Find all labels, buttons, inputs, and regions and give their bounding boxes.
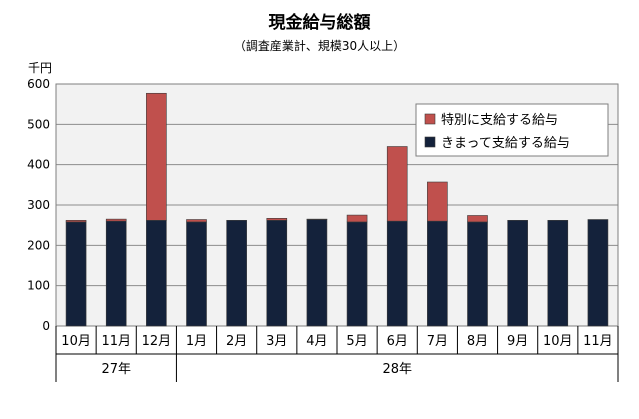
bar-special-pay: [346, 214, 368, 223]
y-tick-label: 200: [27, 238, 50, 252]
x-tick-label: 10月: [61, 334, 91, 349]
legend-box: [415, 103, 609, 157]
x-tick-label: 3月: [266, 334, 287, 349]
bar-special-pay: [186, 219, 207, 223]
bar-special-pay: [105, 218, 127, 222]
bar-special-pay: [146, 92, 167, 221]
x-tick-label: 4月: [306, 334, 327, 349]
bar-regular-pay: [346, 221, 368, 327]
x-tick-label: 2月: [226, 334, 247, 349]
x-tick-label: 6月: [387, 334, 408, 349]
bar-special-pay: [65, 220, 87, 223]
x-tick-label: 9月: [507, 334, 528, 349]
bar-regular-pay: [105, 220, 127, 327]
bar-special-pay: [427, 181, 448, 222]
bar-regular-pay: [547, 220, 569, 327]
bar-regular-pay: [467, 221, 488, 327]
bar-regular-pay: [146, 220, 167, 327]
x-tick-label: 12月: [142, 334, 172, 349]
bar-regular-pay: [65, 221, 87, 327]
legend-swatch: [424, 113, 436, 125]
bar-regular-pay: [266, 220, 288, 327]
year-group-label: 28年: [382, 362, 412, 377]
x-tick-label: 10月: [543, 334, 573, 349]
bar-regular-pay: [386, 220, 408, 327]
chart-title: 現金給与総額: [268, 13, 371, 33]
y-tick-label: 100: [27, 279, 50, 293]
x-tick-label: 11月: [583, 334, 613, 349]
y-tick-label: 600: [27, 77, 50, 91]
y-tick-label: 400: [27, 158, 50, 172]
x-tick-label: 8月: [467, 334, 488, 349]
x-tick-label: 11月: [101, 334, 131, 349]
legend-label: 特別に支給する給与: [441, 113, 558, 128]
legend-swatch: [424, 136, 436, 148]
x-tick-label: 1月: [186, 334, 207, 349]
bar-regular-pay: [226, 220, 247, 327]
bar-special-pay: [467, 215, 488, 223]
x-tick-label: 5月: [346, 334, 367, 349]
bar-regular-pay: [427, 220, 448, 327]
legend-label: きまって支給する給与: [441, 136, 570, 151]
x-tick-label: 7月: [427, 334, 448, 349]
bar-special-pay: [386, 146, 408, 222]
bar-regular-pay: [587, 219, 609, 327]
y-tick-label: 500: [27, 117, 50, 131]
bar-special-pay: [266, 218, 288, 221]
y-tick-label: 300: [27, 198, 50, 212]
year-group-label: 27年: [101, 362, 131, 377]
bar-regular-pay: [186, 221, 207, 327]
chart-subtitle: （調査産業計、規模30人以上）: [233, 39, 406, 53]
y-tick-label: 0: [42, 319, 50, 333]
bar-regular-pay: [306, 219, 328, 327]
bar-regular-pay: [507, 220, 528, 327]
y-axis-unit-label: 千円: [28, 61, 53, 75]
